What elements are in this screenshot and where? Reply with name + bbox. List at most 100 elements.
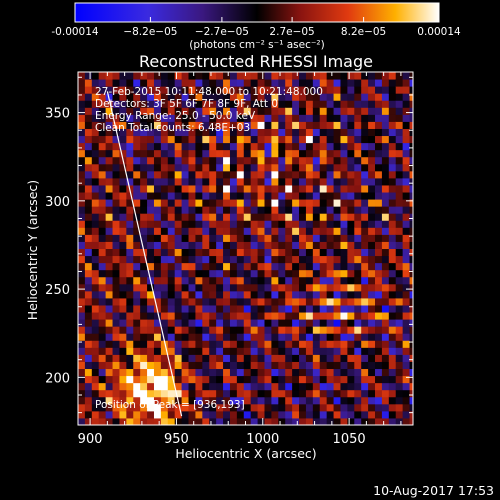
heatmap-cell	[381, 170, 390, 179]
heatmap-cell	[119, 312, 127, 320]
heatmap-cell	[395, 192, 404, 200]
heatmap-cell	[395, 206, 404, 214]
heatmap-cell	[340, 241, 348, 249]
heatmap-cell	[229, 184, 238, 193]
heatmap-cell	[347, 135, 355, 144]
heatmap-cell	[278, 354, 286, 362]
heatmap-cell	[105, 297, 114, 306]
heatmap-cell	[105, 290, 114, 299]
heatmap-cell	[402, 79, 411, 87]
heatmap-cell	[395, 248, 404, 257]
heatmap-cell	[354, 79, 362, 87]
heatmap-cell	[223, 128, 231, 137]
heatmap-cell	[84, 319, 93, 327]
heatmap-cell	[140, 163, 148, 172]
heatmap-cell	[195, 79, 203, 87]
heatmap-cell	[395, 107, 404, 115]
heatmap-cell	[250, 184, 259, 193]
heatmap-cell	[333, 177, 341, 186]
heatmap-cell	[78, 297, 86, 306]
heatmap-cell	[347, 128, 355, 137]
heatmap-cell	[140, 361, 148, 370]
heatmap-cell	[333, 276, 341, 285]
heatmap-cell	[250, 177, 259, 186]
heatmap-cell	[119, 79, 127, 87]
heatmap-cell	[133, 234, 141, 242]
heatmap-cell	[98, 403, 107, 412]
heatmap-cell	[381, 375, 390, 384]
heatmap-cell	[299, 128, 307, 137]
heatmap-cell	[305, 72, 314, 80]
heatmap-cell	[388, 382, 397, 391]
heatmap-cell	[119, 396, 127, 405]
heatmap-cell	[250, 283, 259, 292]
heatmap-cell	[395, 276, 404, 285]
heatmap-cell	[216, 79, 224, 87]
heatmap-cell	[202, 206, 210, 214]
heatmap-cell	[174, 234, 183, 242]
heatmap-cell	[292, 319, 300, 327]
heatmap-cell	[78, 93, 86, 101]
heatmap-cell	[78, 304, 86, 313]
heatmap-cell	[236, 417, 245, 425]
heatmap-cell	[326, 192, 335, 200]
heatmap-cell	[319, 121, 328, 129]
heatmap-cell	[119, 304, 127, 313]
heatmap-cell	[361, 206, 369, 214]
heatmap-cell	[347, 382, 355, 391]
heatmap-cell	[250, 72, 259, 80]
heatmap-cell	[292, 354, 300, 362]
heatmap-cell	[147, 79, 155, 87]
heatmap-cell	[257, 368, 265, 377]
heatmap-cell	[326, 156, 335, 165]
heatmap-cell	[299, 149, 307, 158]
heatmap-cell	[395, 375, 404, 384]
heatmap-cell	[368, 354, 376, 362]
heatmap-cell	[299, 255, 307, 264]
heatmap-cell	[395, 156, 404, 165]
heatmap-cell	[181, 403, 190, 412]
heatmap-cell	[91, 319, 100, 327]
heatmap-cell	[361, 417, 369, 425]
heatmap-cell	[409, 93, 413, 101]
heatmap-cell	[305, 361, 314, 370]
heatmap-cell	[388, 417, 397, 425]
heatmap-cell	[395, 410, 404, 419]
heatmap-cell	[326, 389, 335, 398]
heatmap-cell	[375, 283, 383, 292]
heatmap-cell	[292, 262, 300, 271]
heatmap-cell	[299, 135, 307, 144]
heatmap-cell	[126, 248, 134, 257]
heatmap-cell	[167, 121, 176, 129]
heatmap-cell	[285, 114, 293, 122]
heatmap-cell	[388, 361, 397, 370]
heatmap-cell	[243, 199, 252, 207]
heatmap-cell	[278, 177, 286, 186]
heatmap-cell	[243, 93, 252, 101]
heatmap-cell	[209, 255, 217, 264]
colorbar-tick-label: 8.2e−05	[341, 26, 386, 38]
heatmap-cell	[98, 361, 107, 370]
heatmap-cell	[209, 199, 217, 207]
heatmap-cell	[84, 326, 93, 334]
heatmap-cell	[278, 234, 286, 242]
heatmap-cell	[395, 163, 404, 172]
heatmap-cell	[167, 100, 176, 108]
heatmap-cell	[181, 417, 190, 425]
heatmap-cell	[119, 184, 127, 193]
heatmap-cell	[278, 368, 286, 377]
heatmap-cell	[264, 382, 272, 391]
heatmap-cell	[98, 368, 107, 377]
heatmap-cell	[257, 304, 265, 313]
heatmap-cell	[333, 248, 341, 257]
heatmap-cell	[229, 100, 238, 108]
heatmap-cell	[326, 100, 335, 108]
heatmap-cell	[361, 262, 369, 271]
heatmap-cell	[188, 262, 196, 271]
heatmap-cell	[223, 142, 231, 151]
heatmap-cell	[388, 135, 397, 144]
heatmap-cell	[84, 297, 93, 306]
heatmap-cell	[257, 276, 265, 285]
heatmap-cell	[209, 192, 217, 200]
heatmap-cell	[285, 403, 293, 412]
